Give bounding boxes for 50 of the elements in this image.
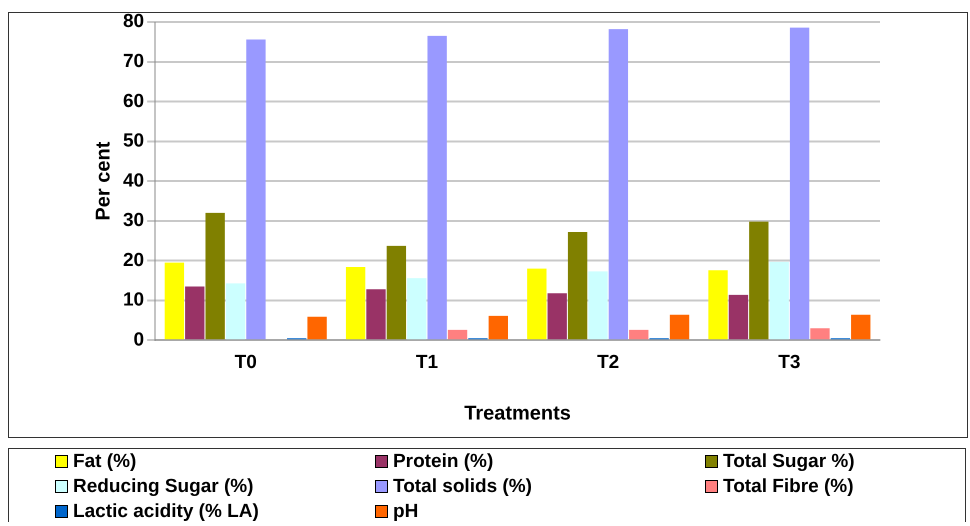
- bar: [670, 314, 690, 340]
- y-tick-label: 60: [122, 90, 144, 112]
- x-tick-label: T0: [234, 352, 257, 373]
- bar: [407, 278, 426, 340]
- y-tick-label: 50: [122, 130, 144, 152]
- bar: [366, 289, 386, 340]
- bar: [568, 232, 588, 340]
- x-tick-label: T3: [778, 352, 800, 373]
- bar: [386, 246, 406, 340]
- bar: [346, 267, 366, 340]
- bar: [427, 36, 447, 340]
- bar: [608, 29, 628, 340]
- y-axis-title: Per cent: [92, 141, 115, 221]
- x-tick-label: T2: [597, 352, 620, 373]
- y-tick-label: 0: [134, 329, 144, 350]
- bar: [790, 28, 810, 340]
- y-tick-label: 70: [122, 51, 144, 72]
- bar: [448, 330, 468, 340]
- bar: [770, 262, 789, 340]
- bar: [527, 268, 547, 340]
- legend-label: Protein (%): [393, 450, 494, 474]
- bar: [708, 270, 728, 340]
- y-tick-label: 80: [122, 11, 144, 32]
- legend-label: Total Fibre (%): [723, 475, 854, 499]
- y-tick-label: 10: [122, 290, 144, 311]
- bar: [851, 314, 870, 340]
- x-axis-title: Treatments: [464, 402, 571, 425]
- legend-label: Total solids (%): [393, 475, 532, 499]
- legend-label: Lactic acidity (% LA): [73, 500, 259, 524]
- bar: [246, 40, 266, 340]
- y-tick-label: 30: [122, 210, 144, 232]
- bar: [749, 222, 768, 340]
- legend-label: Reducing Sugar (%): [73, 475, 254, 499]
- bar: [226, 283, 246, 340]
- legend-label: pH: [393, 500, 418, 524]
- x-tick-label: T1: [416, 352, 438, 373]
- bar: [307, 316, 327, 340]
- bar: [810, 328, 830, 340]
- bar: [164, 262, 184, 340]
- bar: [588, 271, 608, 340]
- bar: [728, 294, 748, 340]
- y-tick-label: 20: [122, 250, 144, 271]
- legend-label: Fat (%): [73, 450, 136, 474]
- bar: [488, 316, 508, 340]
- y-tick-label: 40: [122, 170, 144, 192]
- bar: [548, 293, 567, 340]
- bar: [185, 286, 204, 340]
- bar: [629, 330, 648, 340]
- legend-label: Total Sugar %): [723, 450, 855, 474]
- bar: [205, 212, 225, 340]
